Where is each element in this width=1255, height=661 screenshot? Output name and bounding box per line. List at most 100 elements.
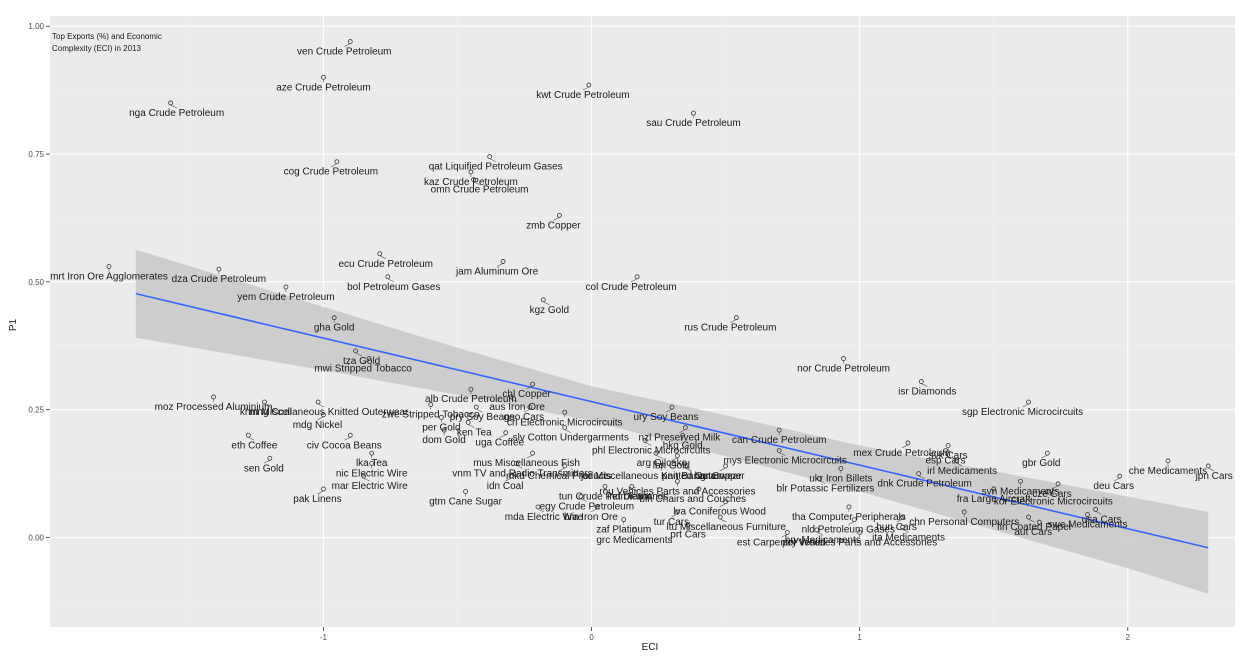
label-leader-line bbox=[1028, 518, 1035, 523]
label-leader-line bbox=[317, 490, 324, 495]
data-point bbox=[642, 437, 648, 443]
data-point bbox=[717, 514, 723, 520]
data-point-label: cri Electronic Microcircuits bbox=[507, 417, 623, 428]
data-point bbox=[562, 409, 568, 415]
data-point bbox=[691, 110, 696, 116]
data-point-label: yem Crude Petroleum bbox=[237, 292, 334, 303]
data-point-label: isr Diamonds bbox=[898, 387, 956, 398]
y-tick-label: 0.25 bbox=[28, 406, 44, 415]
data-point bbox=[267, 455, 273, 461]
data-point-label: gbr Gold bbox=[1022, 458, 1060, 469]
label-leader-line bbox=[645, 442, 652, 446]
data-point-label: deu Cars bbox=[1093, 481, 1134, 492]
label-leader-line bbox=[537, 508, 545, 513]
data-point bbox=[211, 394, 216, 400]
label-leader-line bbox=[387, 278, 394, 283]
data-point bbox=[578, 494, 584, 500]
data-point bbox=[1205, 463, 1211, 469]
label-leader-line bbox=[631, 278, 638, 283]
major-gridlines bbox=[50, 16, 1235, 627]
data-point-label: qat Liquified Petroleum Gases bbox=[429, 162, 563, 173]
regression-line-layer bbox=[135, 292, 1209, 549]
y-tick-label: 0.50 bbox=[28, 278, 44, 287]
data-point bbox=[366, 356, 372, 361]
data-point bbox=[696, 486, 702, 492]
label-leader-line bbox=[901, 444, 909, 449]
label-leader-line bbox=[317, 416, 324, 421]
data-point-label: per Gold bbox=[422, 422, 460, 433]
data-point bbox=[846, 504, 852, 510]
data-point-label: kgz Gold bbox=[530, 305, 569, 316]
data-point-label: jor Miscellaneous Knitted Outerwear bbox=[580, 471, 742, 482]
data-point-label: aus Iron Ore bbox=[489, 402, 545, 413]
label-leader-line bbox=[330, 163, 338, 167]
data-point bbox=[353, 348, 359, 354]
label-leader-line bbox=[496, 263, 504, 267]
data-point bbox=[508, 394, 514, 400]
label-leader-line bbox=[379, 255, 386, 260]
label-leader-line bbox=[499, 434, 506, 438]
data-point-label: tza Gold bbox=[343, 356, 380, 367]
x-tick-label: 1 bbox=[857, 633, 862, 642]
data-point-label: hun Cars bbox=[876, 522, 917, 533]
x-tick-label: 0 bbox=[589, 633, 594, 642]
data-point bbox=[1055, 481, 1061, 487]
data-point bbox=[1044, 489, 1050, 494]
data-point-label: bol Petroleum Gases bbox=[347, 282, 440, 293]
data-point-label: irl Medicaments bbox=[927, 466, 997, 477]
data-point bbox=[776, 448, 782, 454]
label-leader-line bbox=[317, 403, 325, 408]
data-point-label: tha Computer Peripherals bbox=[792, 512, 906, 523]
data-point-label: mkd Chemical Products bbox=[506, 471, 612, 482]
label-leader-line bbox=[816, 531, 823, 536]
data-point-label: jam Aluminum Ore bbox=[455, 266, 539, 277]
data-point bbox=[916, 471, 922, 477]
data-point bbox=[514, 460, 519, 466]
data-point-label: gha Gold bbox=[314, 323, 355, 334]
data-point-label: ltu Miscellaneous Furniture bbox=[666, 522, 786, 533]
y-axis-ticks: 0.00 0.25 0.50 0.75 1.00 bbox=[28, 22, 50, 543]
data-point bbox=[468, 169, 474, 175]
data-point bbox=[468, 386, 474, 392]
data-point bbox=[1165, 458, 1171, 464]
data-point bbox=[321, 74, 326, 80]
data-point bbox=[535, 504, 541, 510]
data-point-label: col Crude Petroleum bbox=[586, 282, 677, 293]
x-tick-label: 2 bbox=[1126, 633, 1131, 642]
data-point bbox=[658, 463, 664, 469]
data-point-label: chl Copper bbox=[502, 389, 551, 400]
label-leader-line bbox=[1047, 493, 1054, 497]
data-point bbox=[315, 399, 321, 405]
label-leader-line bbox=[719, 503, 726, 508]
data-point bbox=[1044, 450, 1050, 456]
data-point bbox=[361, 473, 367, 479]
y-tick-label: 1.00 bbox=[28, 22, 44, 31]
label-leader-line bbox=[896, 518, 903, 523]
label-leader-line bbox=[1033, 523, 1040, 528]
data-point bbox=[216, 266, 222, 272]
data-point-label: chn Personal Computers bbox=[909, 517, 1019, 528]
label-leader-line bbox=[523, 408, 531, 413]
label-leader-line bbox=[679, 429, 686, 433]
regression-line bbox=[135, 292, 1209, 549]
label-leader-line bbox=[516, 465, 523, 469]
data-point bbox=[817, 476, 822, 482]
label-leader-line bbox=[1113, 477, 1120, 482]
data-point bbox=[562, 425, 568, 430]
data-point bbox=[814, 527, 820, 533]
data-point bbox=[945, 443, 951, 448]
label-leader-line bbox=[582, 86, 590, 91]
label-leader-line bbox=[956, 462, 963, 467]
data-point bbox=[634, 274, 640, 280]
label-leader-line bbox=[685, 467, 692, 472]
label-leader-line bbox=[665, 408, 673, 413]
data-point-label: ita Medicaments bbox=[872, 532, 945, 543]
data-point-label: sen Gold bbox=[244, 463, 284, 474]
chart-annotation-line-2: Complexity (ECI) in 2013 bbox=[52, 44, 141, 53]
data-point bbox=[562, 463, 568, 469]
label-leader-line bbox=[363, 477, 370, 482]
label-leader-line bbox=[263, 460, 270, 464]
data-point bbox=[594, 504, 600, 510]
data-point-label: mar Electric Wire bbox=[332, 481, 409, 492]
